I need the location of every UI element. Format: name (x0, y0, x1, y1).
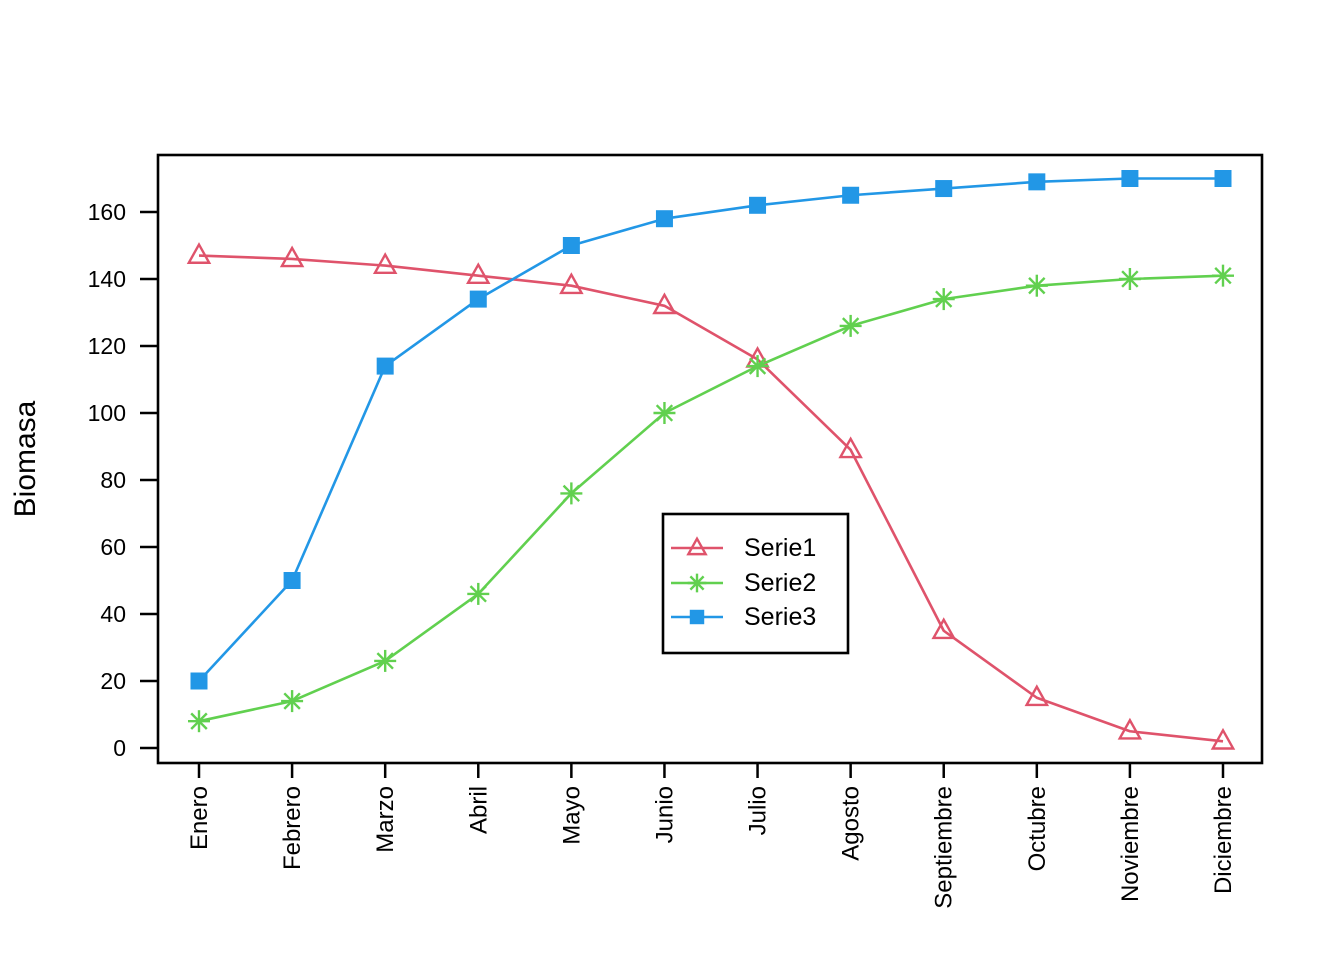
series-point (749, 196, 767, 214)
series-point (935, 290, 953, 308)
x-tick-label: Diciembre (1210, 786, 1237, 894)
series-point (841, 317, 860, 335)
series-point (652, 292, 677, 315)
x-axis: Enero Febrero Marzo Abril Mayo Junio Julio Agos… (186, 763, 1237, 909)
y-tick-label: 40 (100, 601, 126, 627)
series-point (469, 585, 487, 603)
y-tick-label: 20 (100, 668, 126, 694)
y-tick-label: 60 (100, 534, 126, 560)
series-line (198, 177, 1223, 682)
series-serie3 (190, 170, 1232, 690)
x-tick-label: Agosto (838, 786, 865, 861)
series-point (838, 436, 863, 459)
series-point (469, 290, 487, 308)
legend-label: Serie3 (744, 603, 816, 631)
series-point (935, 180, 953, 198)
series-point (283, 572, 301, 589)
series-point (655, 404, 674, 422)
series-point (1121, 170, 1139, 187)
series-point (559, 272, 584, 295)
x-tick-label: Noviembre (1117, 786, 1144, 902)
legend-marker (689, 575, 705, 591)
x-tick-label: Junio (651, 786, 678, 843)
y-tick-label: 80 (100, 467, 126, 493)
series-point (1214, 267, 1232, 285)
series-point (562, 484, 581, 503)
series-point (1210, 727, 1236, 750)
series-point (466, 262, 491, 285)
series-serie1 (186, 242, 1236, 750)
series-point (748, 357, 767, 375)
y-axis-title: Biomasa (9, 400, 42, 517)
series-point (842, 186, 860, 204)
x-tick-label: Marzo (372, 786, 399, 853)
legend-marker (686, 536, 708, 556)
series-point (186, 242, 212, 264)
x-tick-label: Febrero (279, 786, 306, 870)
plot-border (156, 153, 1264, 765)
series-point (1024, 684, 1050, 707)
y-tick-label: 140 (88, 266, 126, 292)
y-axis: 0 20 40 60 80 100 120 140 160 (88, 199, 158, 761)
series-point (283, 692, 301, 710)
y-tick-label: 100 (88, 400, 126, 426)
series-point (1028, 277, 1046, 295)
y-tick-label: 0 (113, 735, 126, 761)
series-point (376, 357, 394, 375)
series-point (279, 245, 305, 268)
y-tick-label: 120 (88, 333, 126, 359)
x-tick-label: Octubre (1024, 786, 1051, 871)
y-tick-label: 160 (88, 199, 126, 225)
series-line (198, 254, 1224, 743)
x-tick-label: Mayo (558, 786, 585, 845)
legend-label: Serie1 (744, 534, 816, 562)
legend-label: Serie2 (744, 569, 816, 597)
series-point (1121, 270, 1139, 288)
series-point (655, 210, 673, 228)
series-point (190, 672, 208, 690)
series-point (372, 252, 398, 274)
series-serie2 (188, 264, 1234, 733)
x-tick-label: Enero (186, 786, 213, 850)
series-point (562, 237, 580, 254)
series-point (376, 652, 394, 670)
x-tick-label: Julio (745, 786, 772, 835)
legend: Serie1 Serie2 Serie3 (661, 512, 850, 655)
series-point (1117, 717, 1143, 740)
series-point (190, 712, 208, 730)
x-tick-label: Abril (465, 786, 492, 834)
series-line (198, 274, 1224, 723)
series-point (1214, 170, 1232, 187)
legend-marker (689, 609, 705, 625)
series-point (931, 617, 956, 640)
x-tick-label: Septiembre (931, 786, 958, 909)
series-point (1028, 173, 1046, 191)
series-layer (186, 170, 1236, 750)
